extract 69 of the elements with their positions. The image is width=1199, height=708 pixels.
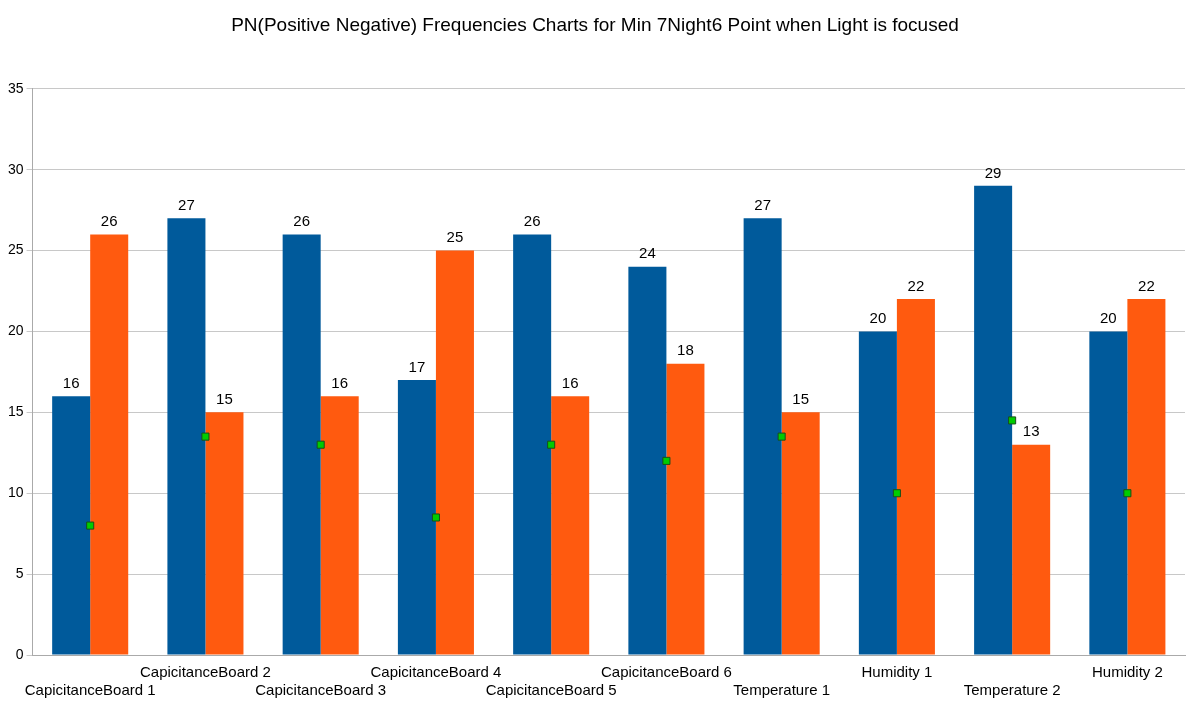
- data-label: 17: [408, 357, 426, 375]
- point: [201, 432, 210, 441]
- point: [892, 489, 901, 498]
- data-label: 15: [216, 389, 233, 407]
- x-tick-label: Humidity 1: [861, 663, 933, 681]
- point: [777, 432, 786, 441]
- data-label: 15: [792, 389, 810, 407]
- bar: [896, 299, 935, 655]
- data-label: 24: [639, 244, 656, 262]
- data-label: 18: [677, 341, 694, 359]
- bar: [52, 396, 91, 655]
- y-tick-label: 10: [7, 484, 24, 501]
- data-label: 22: [1138, 276, 1155, 294]
- bar: [628, 266, 667, 655]
- bar: [513, 234, 552, 655]
- bar: [551, 396, 590, 655]
- bar: [282, 234, 321, 655]
- bar: [974, 185, 1013, 655]
- bar: [1127, 299, 1166, 655]
- point: [662, 456, 671, 465]
- data-label: 26: [293, 212, 311, 230]
- bar: [435, 250, 474, 655]
- x-tick-label: CapicitanceBoard 5: [485, 681, 617, 699]
- data-label: 26: [523, 212, 541, 230]
- x-tick-label: Temperature 2: [963, 681, 1061, 699]
- data-label: 29: [984, 163, 1002, 181]
- data-label: 20: [1100, 309, 1117, 327]
- bar: [858, 331, 897, 655]
- data-label: 20: [869, 309, 887, 327]
- y-tick-label: 35: [7, 79, 24, 96]
- data-label: 26: [100, 212, 118, 230]
- data-label: 25: [446, 228, 464, 246]
- y-tick-label: 5: [15, 564, 24, 581]
- data-label: 27: [754, 195, 771, 213]
- chart-title: PN(Positive Negative) Frequencies Charts for Min 7Night6 Point when Light is focused: [231, 13, 959, 35]
- data-label: 27: [178, 195, 195, 213]
- y-tick-label: 0: [15, 645, 24, 662]
- x-tick-label: CapicitanceBoard 3: [255, 681, 387, 699]
- point: [1008, 416, 1017, 425]
- bar: [167, 218, 206, 655]
- y-tick-label: 20: [7, 322, 24, 339]
- bar: [666, 363, 705, 655]
- bar: [90, 234, 129, 655]
- x-tick-label: Temperature 1: [733, 681, 831, 699]
- bar: [397, 379, 436, 655]
- x-tick-label: CapicitanceBoard 1: [24, 681, 156, 699]
- data-label: 16: [561, 373, 579, 391]
- point: [316, 440, 325, 449]
- y-tick-label: 25: [7, 241, 24, 258]
- point: [1123, 489, 1132, 498]
- point: [547, 440, 556, 449]
- bar: [320, 396, 359, 655]
- x-tick-label: CapicitanceBoard 2: [139, 663, 271, 681]
- data-label: 13: [1022, 422, 1040, 440]
- y-tick-label: 30: [7, 160, 24, 177]
- y-tick-label: 15: [7, 403, 24, 420]
- bar: [205, 412, 244, 655]
- point: [431, 513, 440, 522]
- data-label: 16: [62, 373, 80, 391]
- data-label: 22: [907, 276, 925, 294]
- bar: [781, 412, 820, 655]
- bar: [743, 218, 782, 655]
- x-tick-label: Humidity 2: [1091, 663, 1163, 681]
- bar: [1089, 331, 1128, 655]
- x-tick-label: CapicitanceBoard 4: [370, 663, 502, 681]
- point: [86, 521, 95, 530]
- bar: [1012, 444, 1051, 655]
- x-tick-label: CapicitanceBoard 6: [600, 663, 732, 681]
- data-label: 16: [331, 373, 349, 391]
